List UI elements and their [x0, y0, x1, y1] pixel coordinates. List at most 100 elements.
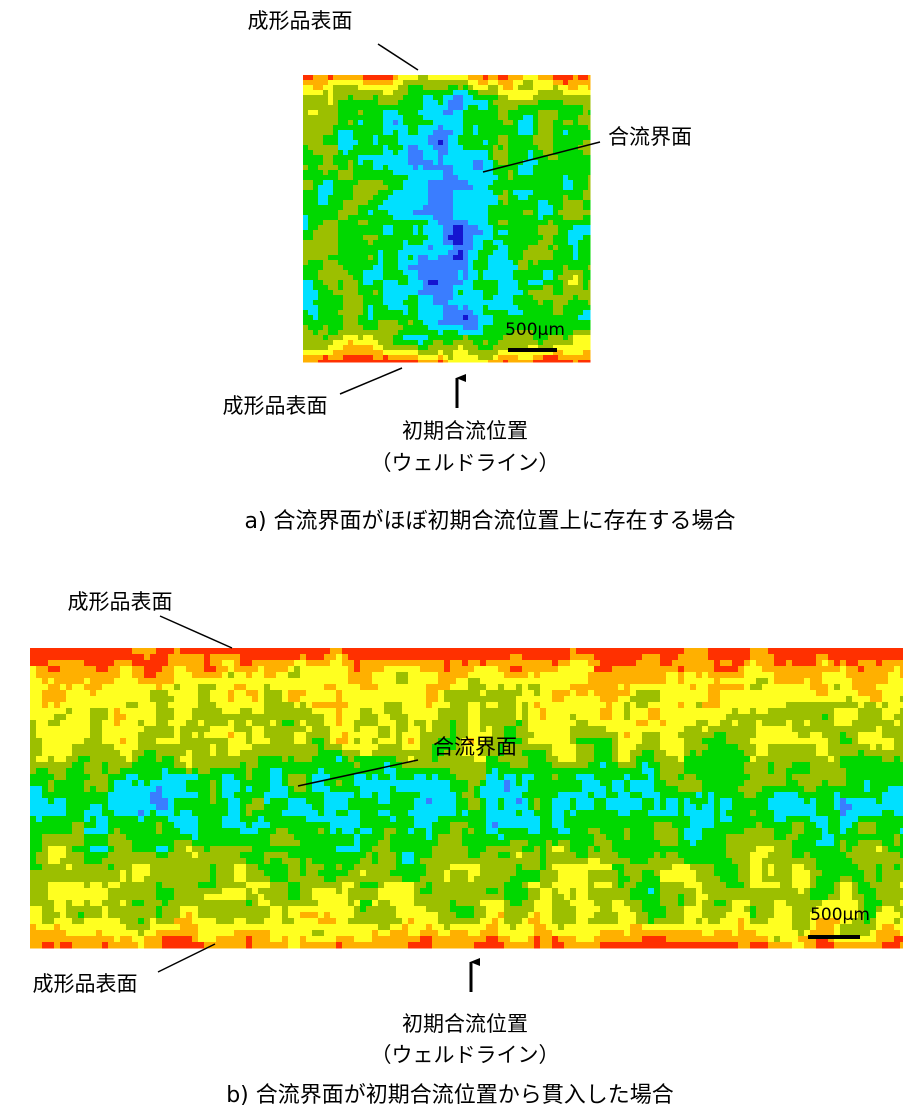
contour-cell	[393, 95, 399, 101]
contour-cell	[448, 205, 454, 211]
contour-cell	[594, 690, 601, 697]
contour-cell	[360, 696, 367, 703]
contour-cell	[630, 672, 637, 679]
contour-cell	[398, 240, 404, 246]
contour-cell	[408, 150, 414, 156]
contour-cell	[488, 105, 494, 111]
contour-cell	[414, 684, 421, 691]
contour-cell	[388, 100, 394, 106]
contour-cell	[488, 350, 494, 356]
contour-cell	[313, 165, 319, 171]
contour-cell	[433, 180, 439, 186]
contour-cell	[336, 666, 343, 673]
contour-cell	[448, 300, 454, 306]
contour-cell	[798, 696, 805, 703]
contour-cell	[156, 678, 163, 685]
contour-cell	[378, 145, 384, 151]
contour-cell	[204, 672, 211, 679]
contour-cell	[60, 672, 67, 679]
contour-cell	[553, 340, 559, 346]
contour-cell	[846, 654, 853, 661]
contour-cell	[300, 684, 307, 691]
contour-cell	[418, 295, 424, 301]
contour-cell	[448, 220, 454, 226]
contour-cell	[558, 696, 565, 703]
contour-cell	[518, 155, 524, 161]
contour-cell	[573, 195, 579, 201]
contour-cell	[588, 150, 591, 156]
contour-cell	[508, 250, 514, 256]
contour-cell	[318, 145, 324, 151]
contour-cell	[678, 684, 685, 691]
contour-cell	[570, 678, 577, 685]
contour-cell	[720, 660, 727, 667]
contour-cell	[433, 80, 439, 86]
contour-cell	[42, 660, 49, 667]
contour-cell	[528, 270, 534, 276]
contour-cell	[418, 105, 424, 111]
contour-cell	[548, 305, 554, 311]
contour-cell	[458, 155, 464, 161]
contour-cell	[363, 350, 369, 356]
contour-cell	[660, 702, 667, 709]
contour-cell	[558, 678, 565, 685]
contour-cell	[636, 684, 643, 691]
contour-cell	[378, 125, 384, 131]
contour-cell	[708, 696, 715, 703]
contour-cell	[894, 648, 901, 655]
contour-cell	[114, 654, 121, 661]
contour-cell	[378, 130, 384, 136]
contour-cell	[353, 125, 359, 131]
contour-cell	[413, 345, 419, 351]
contour-cell	[513, 270, 519, 276]
contour-cell	[660, 648, 667, 655]
contour-cell	[54, 666, 61, 673]
contour-cell	[720, 648, 727, 655]
contour-cell	[398, 130, 404, 136]
contour-cell	[553, 110, 559, 116]
contour-cell	[354, 672, 361, 679]
contour-cell	[732, 696, 739, 703]
contour-cell	[558, 672, 565, 679]
contour-cell	[804, 666, 811, 673]
contour-cell	[186, 660, 193, 667]
contour-cell	[513, 275, 519, 281]
contour-cell	[538, 105, 544, 111]
contour-cell	[533, 210, 539, 216]
contour-cell	[543, 230, 549, 236]
contour-cell	[353, 165, 359, 171]
contour-cell	[518, 265, 524, 271]
contour-cell	[558, 215, 564, 221]
contour-cell	[438, 315, 444, 321]
contour-cell	[453, 315, 459, 321]
contour-cell	[438, 125, 444, 131]
contour-cell	[774, 678, 781, 685]
contour-cell	[72, 654, 79, 661]
contour-cell	[816, 708, 823, 715]
contour-cell	[708, 702, 715, 709]
contour-cell	[78, 714, 85, 721]
contour-cell	[816, 684, 823, 691]
contour-cell	[96, 702, 103, 709]
contour-cell	[513, 115, 519, 121]
contour-cell	[378, 684, 385, 691]
contour-cell	[328, 355, 334, 361]
contour-cell	[768, 696, 775, 703]
contour-cell	[368, 205, 374, 211]
contour-cell	[186, 708, 193, 715]
contour-cell	[588, 315, 591, 321]
contour-cell	[468, 80, 474, 86]
contour-cell	[348, 210, 354, 216]
contour-cell	[438, 175, 444, 181]
contour-cell	[453, 105, 459, 111]
contour-cell	[373, 140, 379, 146]
contour-cell	[72, 672, 79, 679]
contour-cell	[168, 702, 175, 709]
contour-cell	[390, 690, 397, 697]
contour-cell	[328, 220, 334, 226]
contour-cell	[303, 135, 309, 141]
contour-cell	[363, 120, 369, 126]
contour-cell	[523, 235, 529, 241]
contour-cell	[423, 95, 429, 101]
contour-cell	[473, 345, 479, 351]
